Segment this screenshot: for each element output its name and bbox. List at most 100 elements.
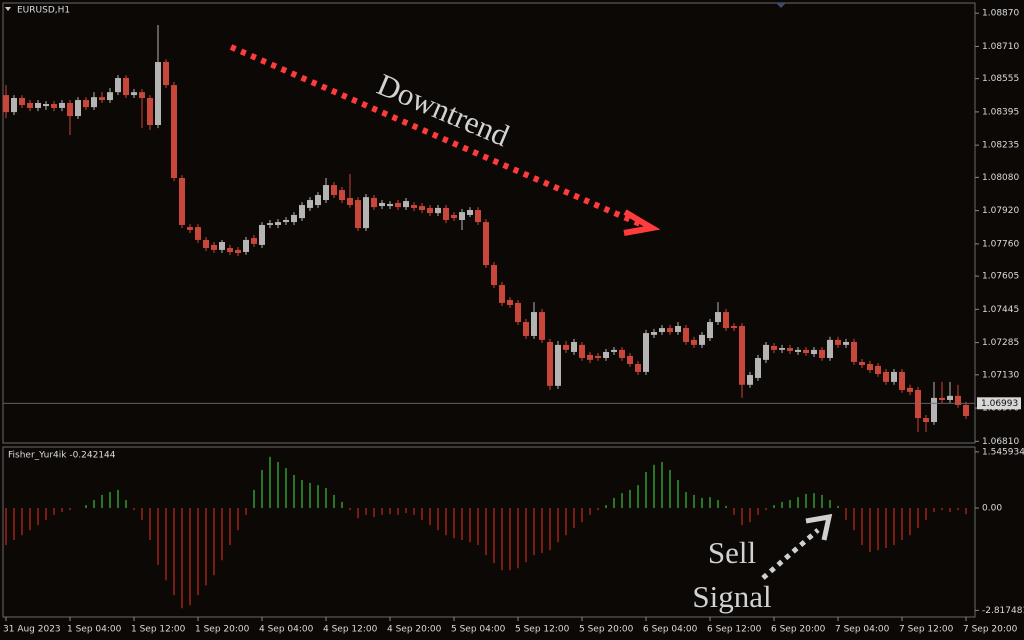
histogram-bar — [61, 508, 63, 513]
histogram-bar — [877, 508, 879, 551]
candle-body — [451, 214, 457, 219]
candle-body — [859, 361, 865, 366]
histogram-bar — [533, 508, 535, 556]
x-tick-label: 7 Sep 20:00 — [963, 625, 1018, 635]
x-tick-label: 5 Sep 04:00 — [451, 625, 506, 635]
histogram-bar — [693, 494, 695, 509]
histogram-bar — [653, 464, 655, 509]
candle-body — [379, 202, 385, 207]
indicator-label: Fisher_Yur4ik -0.242144 — [8, 451, 116, 461]
y-tick-label: 1.545934 — [982, 447, 1024, 457]
price-label: 1.06993 — [981, 399, 1018, 409]
histogram-bar — [285, 468, 287, 509]
candle-body — [331, 185, 337, 196]
candle-body — [211, 244, 217, 250]
histogram-bar — [349, 508, 351, 511]
candle-body — [907, 387, 913, 392]
candle-body — [947, 395, 953, 400]
candle-body — [539, 312, 545, 340]
histogram-bar — [893, 508, 895, 546]
histogram-bar — [645, 472, 647, 509]
candle-body — [59, 102, 65, 108]
candle-body — [939, 397, 945, 400]
candle-body — [491, 265, 497, 286]
candle-body — [707, 322, 713, 339]
histogram-bar — [189, 508, 191, 606]
signal-arrow — [761, 528, 820, 580]
histogram-bar — [157, 508, 159, 566]
histogram-bar — [845, 508, 847, 521]
marks: 1.08870 1.08710 1.08555 1.08395 1.08235 1.080… — [3, 9, 1024, 635]
candle-body — [43, 104, 49, 107]
histogram-bar — [965, 508, 967, 515]
candle-body — [395, 202, 401, 208]
candle-body — [699, 334, 705, 345]
histogram-bar — [917, 508, 919, 529]
histogram-bar — [45, 508, 47, 521]
histogram-bar — [365, 508, 367, 515]
histogram-bar — [341, 501, 343, 509]
candle-body — [667, 328, 673, 333]
candle-body — [291, 214, 297, 223]
y-tick-label: -2.817481 — [982, 606, 1024, 616]
histogram-bar — [133, 508, 135, 511]
candle-body — [579, 344, 585, 358]
histogram-bar — [661, 461, 663, 509]
candle-body — [883, 371, 889, 382]
histogram-bar — [733, 508, 735, 515]
candle-body — [227, 248, 233, 252]
candle-body — [683, 328, 689, 342]
candle-body — [3, 95, 9, 113]
candle-body — [91, 97, 97, 108]
histogram-bar — [29, 508, 31, 531]
y-tick-label: 1.08235 — [982, 141, 1019, 151]
histogram-bar — [477, 508, 479, 546]
histogram-bar — [853, 508, 855, 531]
candle-body — [115, 78, 121, 93]
histogram-bar — [797, 497, 799, 509]
candle-body — [275, 222, 281, 225]
histogram-bar — [781, 501, 783, 509]
candle-body — [931, 397, 937, 423]
histogram-bar — [581, 508, 583, 523]
candle-body — [547, 341, 553, 386]
candle-body — [267, 223, 273, 225]
histogram-bar — [413, 508, 415, 515]
histogram-bar — [861, 508, 863, 546]
candle-body — [515, 302, 521, 323]
histogram-bar — [509, 508, 511, 571]
y-tick-label: 1.07130 — [982, 370, 1019, 380]
candle-body — [507, 300, 513, 305]
histogram-bar — [933, 508, 935, 513]
candle-body — [427, 207, 433, 214]
histogram-bar — [181, 508, 183, 609]
y-tick-label: 1.06810 — [982, 437, 1019, 447]
histogram-bar — [37, 508, 39, 526]
candle-body — [323, 185, 329, 201]
candle-body — [147, 97, 153, 126]
candle-body — [131, 92, 137, 96]
histogram-bar — [525, 508, 527, 563]
candle-body — [19, 97, 25, 106]
x-tick-label: 1 Sep 04:00 — [67, 625, 122, 635]
histogram-bar — [597, 508, 599, 511]
histogram-bar — [117, 489, 119, 509]
candle-body — [675, 325, 681, 333]
candle-body — [771, 345, 777, 350]
candle-body — [635, 364, 641, 372]
histogram-bar — [669, 469, 671, 509]
candle-body — [411, 205, 417, 208]
y-tick-label: 1.08080 — [982, 173, 1019, 183]
x-tick-label: 6 Sep 12:00 — [707, 625, 762, 635]
candle-body — [195, 227, 201, 240]
candle-body — [531, 312, 537, 336]
histogram-bar — [501, 508, 503, 571]
histogram-bar — [85, 505, 87, 509]
histogram-bar — [437, 508, 439, 531]
candle-body — [403, 201, 409, 208]
histogram-bar — [557, 508, 559, 543]
candle-body — [715, 312, 721, 323]
candle-body — [387, 203, 393, 207]
histogram-bar — [373, 508, 375, 518]
